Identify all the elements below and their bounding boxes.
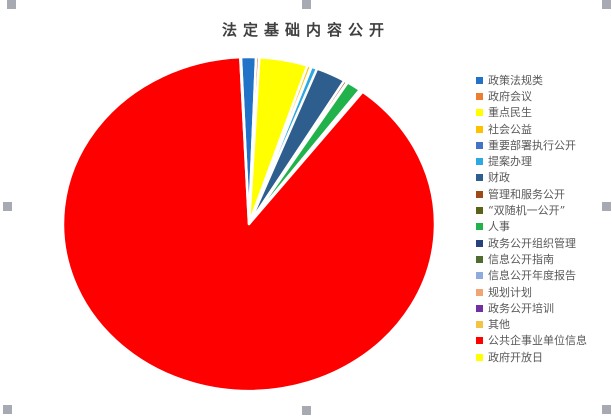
- legend-swatch: [476, 207, 483, 215]
- legend-item[interactable]: 人事: [476, 219, 587, 235]
- legend-label: 规划计划: [488, 285, 532, 299]
- legend-label: 提案办理: [488, 155, 532, 169]
- legend-label: 政务公开组织管理: [488, 236, 576, 250]
- legend-item[interactable]: 政务公开组织管理: [476, 235, 587, 251]
- selection-handle-bottom-middle[interactable]: [302, 406, 311, 415]
- legend-swatch: [476, 321, 483, 329]
- legend-swatch: [476, 223, 483, 231]
- legend-swatch: [476, 190, 483, 198]
- legend-swatch: [476, 125, 483, 133]
- legend-item[interactable]: 社会公益: [476, 121, 587, 137]
- legend-label: “双随机一公开”: [488, 204, 566, 218]
- legend-item[interactable]: 财政: [476, 170, 587, 186]
- legend-item[interactable]: 重要部署执行公开: [476, 137, 587, 153]
- legend-swatch: [476, 272, 483, 280]
- legend-item[interactable]: 政务公开培训: [476, 300, 587, 316]
- legend-swatch: [476, 158, 483, 166]
- legend-swatch: [476, 255, 483, 263]
- legend-item[interactable]: 信息公开指南: [476, 251, 587, 267]
- legend-label: 社会公益: [488, 122, 532, 136]
- legend-label: 信息公开指南: [488, 252, 554, 266]
- legend-item[interactable]: “双随机一公开”: [476, 202, 587, 218]
- legend-item[interactable]: 规划计划: [476, 284, 587, 300]
- legend: 政策法规类政府会议重点民生社会公益重要部署执行公开 提案办理财政管理和服务公开 “双…: [476, 72, 587, 365]
- selection-handle-top-middle[interactable]: [302, 0, 311, 9]
- legend-item[interactable]: 公共企事业单位信息: [476, 333, 587, 349]
- legend-swatch: [476, 141, 483, 149]
- legend-item[interactable]: 政府开放日: [476, 349, 587, 365]
- legend-item[interactable]: 管理和服务公开: [476, 186, 587, 202]
- legend-label: 财政: [488, 171, 510, 185]
- legend-swatch: [476, 353, 483, 361]
- legend-item[interactable]: 信息公开年度报告: [476, 268, 587, 284]
- legend-label: 公共企事业单位信息: [488, 334, 587, 348]
- selection-handle-middle-left[interactable]: [3, 202, 12, 211]
- selection-handle-bottom-left[interactable]: [3, 405, 12, 414]
- selection-handle-middle-right[interactable]: [602, 202, 611, 211]
- legend-item[interactable]: 重点民生: [476, 105, 587, 121]
- legend-label: 管理和服务公开: [488, 187, 565, 201]
- legend-label: 政府开放日: [488, 350, 543, 364]
- legend-swatch: [476, 288, 483, 296]
- legend-label: 人事: [488, 220, 510, 234]
- legend-swatch: [476, 92, 483, 100]
- legend-swatch: [476, 239, 483, 247]
- legend-item[interactable]: 政策法规类: [476, 72, 587, 88]
- selection-handle-bottom-right[interactable]: [602, 405, 611, 414]
- legend-label: 政务公开培训: [488, 301, 554, 315]
- legend-item[interactable]: 提案办理: [476, 153, 587, 169]
- legend-item[interactable]: 政府会议: [476, 88, 587, 104]
- legend-label: 政策法规类: [488, 73, 543, 87]
- pie-slice[interactable]: [239, 55, 251, 226]
- legend-label: 政府会议: [488, 89, 532, 103]
- legend-label: 信息公开年度报告: [488, 269, 576, 283]
- legend-item[interactable]: 其他: [476, 316, 587, 332]
- legend-swatch: [476, 109, 483, 117]
- legend-swatch: [476, 76, 483, 84]
- legend-swatch: [476, 174, 483, 182]
- legend-label: 其他: [488, 318, 510, 332]
- legend-label: 重要部署执行公开: [488, 138, 576, 152]
- legend-swatch: [476, 304, 483, 312]
- legend-label: 重点民生: [488, 106, 532, 120]
- selection-handle-top-left[interactable]: [7, 0, 16, 9]
- chart-title[interactable]: 法定基础内容公开: [221, 21, 390, 39]
- legend-swatch: [476, 337, 483, 345]
- selection-handle-top-right[interactable]: [602, 0, 611, 9]
